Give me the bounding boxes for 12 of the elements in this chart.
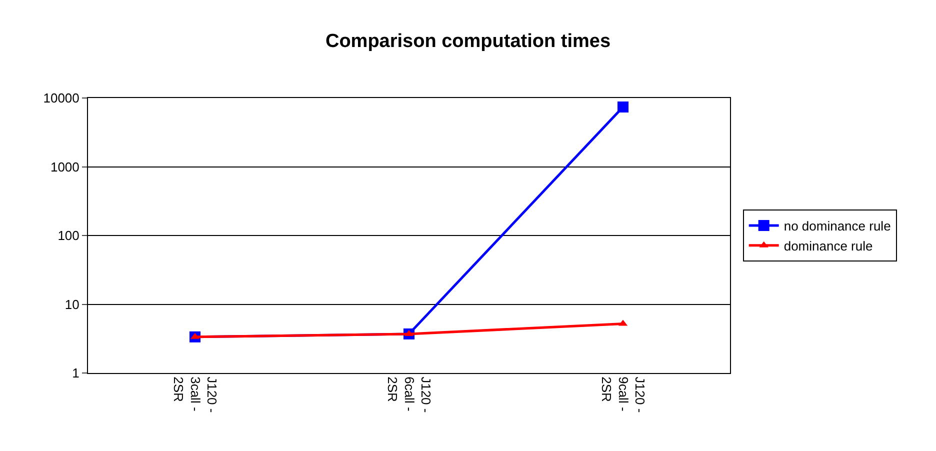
x-tick-label: J120 - 3call - 2SR — [170, 376, 220, 413]
y-tick-label: 1 — [72, 366, 80, 381]
legend-label: no dominance rule — [784, 218, 891, 234]
y-tick-label: 1000 — [50, 159, 80, 174]
chart-title: Comparison computation times — [325, 31, 611, 52]
y-tick-label: 100 — [58, 228, 80, 244]
legend-label: dominance rule — [784, 238, 873, 254]
x-tick-label: J120 - 9call - 2SR — [598, 376, 648, 413]
point — [618, 101, 628, 112]
y-tick-label: 10 — [64, 296, 80, 312]
y-tick-label: 10000 — [43, 90, 80, 106]
x-tick-label: J120 - 6call - 2SR — [384, 376, 434, 413]
